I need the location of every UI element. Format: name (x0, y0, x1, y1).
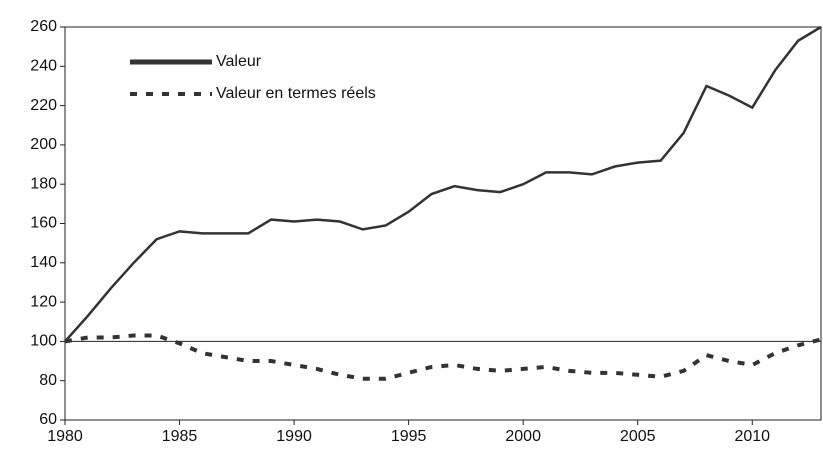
y-tick-label: 220 (30, 97, 57, 114)
y-tick-label: 240 (30, 58, 57, 75)
legend-label: Valeur (216, 53, 262, 70)
y-tick-label: 140 (30, 254, 57, 271)
y-tick-label: 160 (30, 215, 57, 232)
y-tick-label: 60 (39, 411, 57, 428)
x-tick-label: 1990 (276, 428, 312, 445)
series-line (64, 25, 822, 343)
x-tick-label: 1995 (391, 428, 427, 445)
x-tick-label: 1980 (47, 428, 83, 445)
y-tick-label: 200 (30, 136, 57, 153)
x-tick-label: 1985 (162, 428, 198, 445)
x-tick-label: 2010 (734, 428, 770, 445)
y-tick-label: 100 (30, 333, 57, 350)
legend-label: Valeur en termes réels (216, 85, 376, 102)
x-tick-label: 2005 (620, 428, 656, 445)
y-tick-label: 260 (30, 18, 57, 35)
y-tick-label: 80 (39, 372, 57, 389)
y-tick-label: 120 (30, 293, 57, 310)
y-tick-label: 180 (30, 175, 57, 192)
x-tick-label: 2000 (505, 428, 541, 445)
series-line (64, 333, 822, 381)
